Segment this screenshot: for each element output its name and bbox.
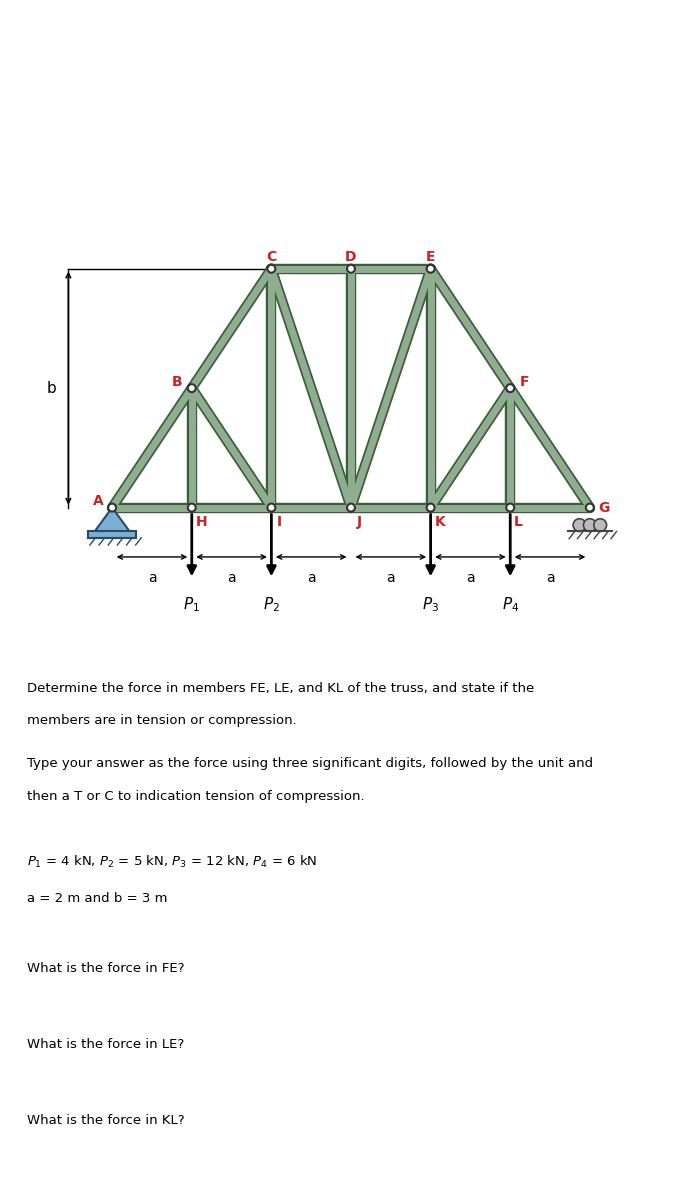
Circle shape <box>347 504 355 511</box>
Text: $P_1$ = 4 kN, $P_2$ = 5 kN, $P_3$ = 12 kN, $P_4$ = 6 kN: $P_1$ = 4 kN, $P_2$ = 5 kN, $P_3$ = 12 k… <box>27 854 317 870</box>
Text: a: a <box>227 571 236 586</box>
Circle shape <box>583 518 596 532</box>
Text: $P_4$: $P_4$ <box>502 595 519 614</box>
Circle shape <box>108 504 116 511</box>
Circle shape <box>267 265 275 272</box>
Circle shape <box>586 504 594 511</box>
Text: K: K <box>435 515 446 529</box>
Text: Determine the force in members FE, LE, and KL of the truss, and state if the: Determine the force in members FE, LE, a… <box>27 682 534 695</box>
Circle shape <box>267 504 275 511</box>
Text: $P_1$: $P_1$ <box>184 595 200 614</box>
Text: a: a <box>148 571 157 586</box>
Text: members are in tension or compression.: members are in tension or compression. <box>27 714 297 727</box>
Text: What is the force in LE?: What is the force in LE? <box>27 1038 184 1051</box>
Bar <box>88 530 136 538</box>
Circle shape <box>506 504 514 511</box>
Text: a: a <box>545 571 554 586</box>
Circle shape <box>188 504 196 511</box>
Text: H: H <box>196 515 207 529</box>
Text: G: G <box>599 500 610 515</box>
Text: I: I <box>277 515 282 529</box>
Circle shape <box>427 504 435 511</box>
Circle shape <box>573 518 586 532</box>
Text: C: C <box>266 250 277 264</box>
Polygon shape <box>95 508 130 532</box>
Text: then a T or C to indication tension of compression.: then a T or C to indication tension of c… <box>27 790 364 803</box>
Circle shape <box>594 518 607 532</box>
Circle shape <box>347 265 355 272</box>
Text: a = 2 m and b = 3 m: a = 2 m and b = 3 m <box>27 893 167 905</box>
Text: B: B <box>172 374 183 389</box>
Text: b: b <box>47 380 57 396</box>
Circle shape <box>506 384 514 392</box>
Circle shape <box>427 265 435 272</box>
Text: L: L <box>514 515 522 529</box>
Text: a: a <box>307 571 315 586</box>
Text: J: J <box>356 515 362 529</box>
Text: a: a <box>387 571 395 586</box>
Text: F: F <box>520 374 529 389</box>
Text: A: A <box>92 494 103 509</box>
Text: What is the force in KL?: What is the force in KL? <box>27 1114 185 1127</box>
Text: a: a <box>466 571 475 586</box>
Text: What is the force in FE?: What is the force in FE? <box>27 962 184 976</box>
Circle shape <box>188 384 196 392</box>
Text: $P_3$: $P_3$ <box>422 595 439 614</box>
Text: Type your answer as the force using three significant digits, followed by the un: Type your answer as the force using thre… <box>27 757 593 770</box>
Text: D: D <box>345 250 357 264</box>
Text: $P_2$: $P_2$ <box>263 595 280 614</box>
Text: E: E <box>426 250 435 264</box>
